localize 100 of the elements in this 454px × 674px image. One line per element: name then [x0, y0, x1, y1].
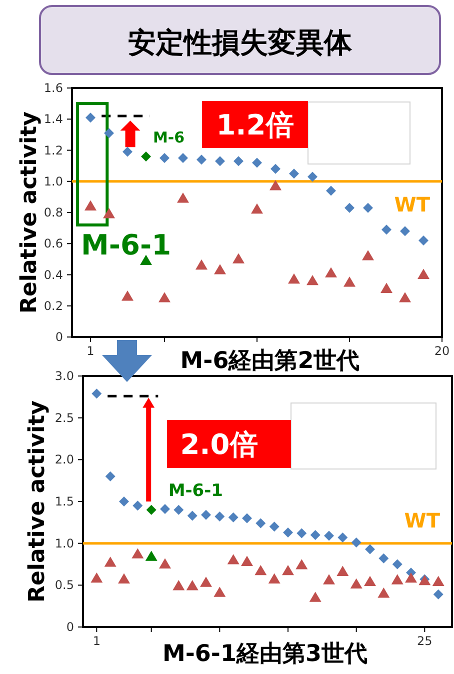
point — [241, 556, 253, 566]
x-tick-label: 20 — [434, 344, 450, 358]
point — [86, 112, 96, 123]
ref-line-label: WT — [394, 192, 430, 216]
point — [90, 572, 103, 583]
point — [308, 172, 318, 182]
point — [104, 128, 114, 138]
annotation: M-6 — [153, 128, 185, 146]
point — [338, 532, 348, 542]
point — [232, 253, 244, 264]
annotation: 1.2倍 — [216, 108, 294, 142]
point — [336, 566, 349, 576]
point — [382, 224, 392, 235]
point — [344, 276, 356, 287]
point — [215, 156, 225, 166]
y-tick-label: 1.5 — [54, 494, 74, 508]
point — [172, 580, 185, 590]
point — [350, 578, 362, 589]
point — [158, 292, 170, 302]
point — [186, 580, 198, 590]
point — [400, 226, 410, 236]
point — [251, 203, 263, 214]
y-tick-label: 0.6 — [44, 236, 63, 251]
point — [405, 572, 417, 583]
point — [201, 510, 211, 520]
point — [324, 530, 334, 541]
point — [214, 512, 225, 522]
point — [433, 589, 444, 600]
y-tick-label: 0.8 — [44, 206, 63, 220]
y-tick-label: 2.0 — [54, 452, 74, 467]
point — [252, 158, 262, 168]
point — [296, 528, 307, 538]
point — [364, 576, 376, 586]
point — [256, 518, 266, 528]
point — [283, 527, 293, 538]
y-tick-label: 1.2 — [44, 143, 63, 158]
point — [399, 292, 411, 302]
point — [132, 548, 144, 558]
point — [105, 471, 116, 482]
point — [362, 250, 374, 260]
x-tick-label: 1 — [92, 634, 100, 648]
point — [363, 202, 373, 213]
point — [282, 564, 294, 576]
y-tick-label: 2.5 — [54, 410, 74, 425]
x-axis-title: M-6-1経由第3世代 — [162, 641, 368, 667]
point — [269, 522, 280, 532]
y-axis-title: Relative activity — [25, 400, 50, 602]
point — [141, 151, 151, 162]
x-tick-label: 1 — [86, 344, 94, 358]
y-tick-label: 1.0 — [54, 536, 74, 550]
point — [380, 282, 392, 293]
point — [196, 154, 206, 165]
point — [228, 512, 238, 522]
point — [84, 200, 96, 210]
point — [214, 586, 226, 597]
point — [122, 290, 134, 301]
point — [140, 254, 152, 265]
point — [146, 504, 156, 515]
annotation: M-6-1 — [81, 228, 172, 262]
point — [391, 574, 404, 584]
point — [365, 544, 375, 554]
y-tick-label: 0 — [66, 620, 74, 634]
point — [103, 208, 115, 218]
y-tick-label: 3.0 — [54, 369, 74, 383]
point — [306, 274, 318, 286]
point — [104, 556, 116, 567]
ref-line-label: WT — [404, 508, 440, 532]
point — [392, 559, 402, 570]
y-tick-label: 0 — [55, 330, 63, 344]
y-tick-label: 0.4 — [44, 268, 63, 282]
point — [344, 202, 354, 213]
point — [378, 588, 390, 598]
point — [289, 168, 299, 179]
y-tick-label: 0.2 — [44, 298, 63, 313]
point — [160, 504, 170, 514]
x-tick-label: 25 — [417, 634, 432, 648]
point — [122, 146, 132, 157]
point — [118, 573, 130, 584]
point — [159, 558, 171, 568]
point — [270, 164, 280, 174]
y-tick-label: 1.6 — [44, 81, 63, 95]
annotation: M-6-1 — [168, 480, 224, 501]
point — [160, 153, 170, 164]
point — [119, 496, 129, 506]
point — [227, 554, 240, 564]
point — [268, 573, 280, 584]
point — [177, 192, 189, 203]
point — [242, 513, 252, 524]
y-tick-label: 0.5 — [54, 578, 74, 592]
y-axis-title: Relative activity — [17, 112, 42, 314]
point — [174, 504, 184, 515]
point — [418, 268, 430, 279]
point — [196, 259, 208, 270]
point — [296, 559, 308, 570]
chart-title: 安定性損失変異体 — [128, 26, 353, 59]
annotation: 2.0倍 — [180, 428, 258, 461]
point — [187, 510, 198, 521]
point — [92, 388, 102, 399]
y-tick-label: 1.0 — [44, 174, 63, 188]
point — [270, 180, 282, 190]
